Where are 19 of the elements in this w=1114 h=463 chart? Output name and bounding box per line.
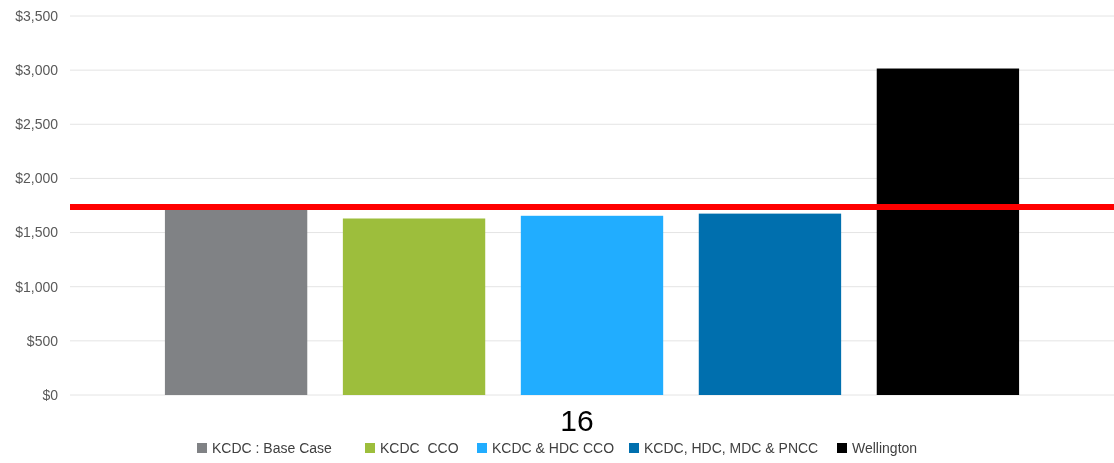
legend-label: KCDC CCO [380,440,459,456]
bar [520,215,664,395]
y-tick-label: $1,000 [15,278,59,295]
y-tick-label: $2,500 [15,116,59,133]
bar [164,209,308,395]
y-tick-label: $0 [42,386,59,403]
y-tick-label: $1,500 [15,224,59,241]
legend-label: KCDC & HDC CCO [492,440,615,456]
y-tick-label: $3,000 [15,62,59,79]
bar [876,68,1020,395]
text: 16 [560,404,594,437]
y-tick-label: $2,000 [15,170,59,187]
bar [342,218,486,395]
y-tick-label: $3,500 [15,7,59,24]
bar [698,213,842,395]
legend-label: KCDC : Base Case [212,440,333,456]
legend-label: Wellington [852,440,918,456]
legend-label: KCDC, HDC, MDC & PNCC [644,440,819,456]
y-tick-label: $500 [26,332,59,349]
